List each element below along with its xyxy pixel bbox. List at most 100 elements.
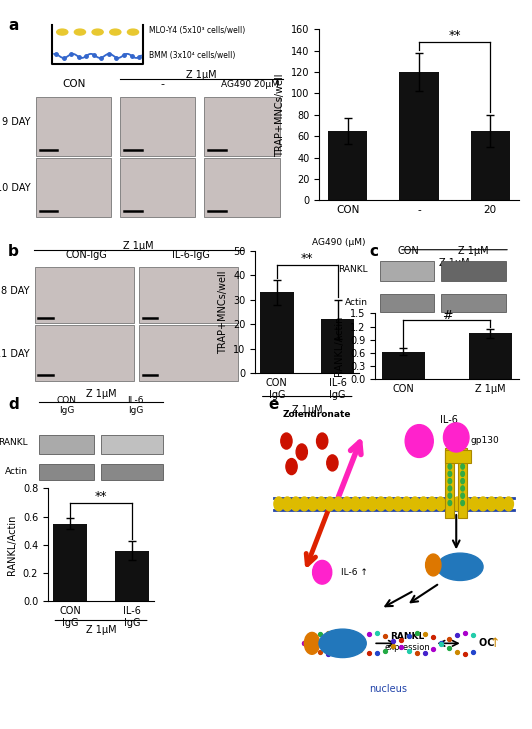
Text: Z 1μM: Z 1μM	[292, 405, 322, 415]
Circle shape	[426, 554, 441, 576]
Circle shape	[448, 464, 452, 469]
Bar	[381, 352, 425, 379]
Circle shape	[448, 500, 452, 506]
Bar	[469, 333, 512, 379]
Circle shape	[334, 497, 343, 511]
Text: AG490 (μM): AG490 (μM)	[312, 238, 366, 247]
Text: Actin: Actin	[345, 298, 368, 307]
FancyBboxPatch shape	[379, 262, 434, 281]
Circle shape	[376, 497, 386, 511]
Text: **: **	[301, 252, 313, 265]
Text: Zolendronate: Zolendronate	[283, 410, 351, 419]
FancyBboxPatch shape	[35, 325, 134, 381]
Circle shape	[286, 459, 297, 475]
Y-axis label: TRAP+MNCs/well: TRAP+MNCs/well	[276, 73, 286, 157]
Text: AG490 20μM: AG490 20μM	[221, 80, 279, 90]
Text: IL-6
IgG: IL-6 IgG	[127, 396, 144, 416]
Text: ↑: ↑	[489, 637, 500, 650]
Circle shape	[448, 479, 452, 484]
Text: Z 1μM: Z 1μM	[86, 625, 117, 635]
Y-axis label: TRAP+MNCs/well: TRAP+MNCs/well	[218, 270, 228, 354]
Circle shape	[461, 493, 464, 499]
FancyBboxPatch shape	[445, 451, 471, 463]
Circle shape	[448, 486, 452, 491]
Bar	[260, 292, 294, 373]
FancyBboxPatch shape	[379, 295, 434, 312]
Text: IL-6: IL-6	[409, 436, 429, 446]
Circle shape	[274, 497, 284, 511]
Circle shape	[448, 493, 452, 499]
Text: IL-6 ↑: IL-6 ↑	[342, 568, 368, 577]
Circle shape	[461, 464, 464, 469]
Ellipse shape	[74, 29, 86, 35]
Text: P: P	[309, 639, 315, 648]
Text: e: e	[269, 397, 279, 413]
Text: CON: CON	[62, 79, 86, 90]
Circle shape	[308, 497, 318, 511]
Text: CON: CON	[397, 246, 419, 256]
FancyBboxPatch shape	[139, 267, 238, 324]
Circle shape	[342, 497, 352, 511]
FancyBboxPatch shape	[120, 157, 195, 217]
Text: **: **	[448, 29, 461, 42]
FancyBboxPatch shape	[39, 464, 94, 480]
Circle shape	[461, 479, 464, 484]
Bar	[328, 131, 368, 200]
Text: b: b	[8, 244, 19, 260]
Ellipse shape	[405, 424, 433, 458]
Circle shape	[296, 444, 307, 460]
Circle shape	[327, 455, 338, 471]
Circle shape	[351, 497, 360, 511]
Ellipse shape	[57, 29, 68, 35]
Text: -: -	[160, 79, 164, 90]
Circle shape	[495, 497, 505, 511]
Y-axis label: RANKL/Actin: RANKL/Actin	[335, 316, 344, 376]
Text: Actin: Actin	[5, 467, 28, 476]
Text: OC: OC	[479, 639, 498, 648]
Circle shape	[436, 497, 445, 511]
Text: STAT3: STAT3	[443, 562, 477, 572]
Text: CON
IgG: CON IgG	[56, 396, 77, 416]
Text: RANKL: RANKL	[0, 438, 28, 447]
Circle shape	[282, 497, 292, 511]
Circle shape	[385, 497, 394, 511]
Circle shape	[448, 472, 452, 477]
FancyBboxPatch shape	[101, 435, 163, 454]
Circle shape	[444, 497, 454, 511]
Circle shape	[504, 497, 513, 511]
Circle shape	[281, 433, 292, 449]
FancyBboxPatch shape	[445, 448, 454, 518]
Bar	[115, 550, 149, 601]
Text: expression: expression	[385, 642, 430, 652]
Circle shape	[453, 497, 462, 511]
Bar	[53, 523, 87, 601]
FancyBboxPatch shape	[36, 97, 111, 156]
Bar	[470, 131, 510, 200]
Ellipse shape	[319, 629, 366, 658]
Circle shape	[359, 497, 369, 511]
Text: 8 DAY: 8 DAY	[1, 286, 30, 296]
Text: Z 1μM: Z 1μM	[439, 258, 470, 268]
Circle shape	[300, 497, 309, 511]
Ellipse shape	[110, 29, 121, 35]
FancyBboxPatch shape	[442, 295, 506, 312]
Ellipse shape	[313, 561, 332, 584]
Text: a: a	[8, 18, 19, 34]
Text: d: d	[8, 397, 19, 413]
FancyBboxPatch shape	[39, 435, 94, 454]
FancyBboxPatch shape	[442, 262, 506, 281]
Circle shape	[325, 497, 335, 511]
Text: #: #	[442, 308, 452, 321]
Ellipse shape	[128, 29, 138, 35]
Text: Z 1μM: Z 1μM	[458, 246, 488, 256]
Text: Z 1μM: Z 1μM	[86, 389, 117, 399]
Text: 11 DAY: 11 DAY	[0, 348, 30, 359]
Bar	[400, 72, 438, 200]
Text: IL-6-IgG: IL-6-IgG	[171, 250, 210, 260]
Circle shape	[402, 497, 411, 511]
Circle shape	[461, 497, 471, 511]
Bar	[321, 319, 354, 373]
Text: Z 1μM: Z 1μM	[186, 69, 217, 79]
Text: RANKL: RANKL	[390, 631, 425, 641]
Text: RANKL: RANKL	[338, 265, 368, 274]
